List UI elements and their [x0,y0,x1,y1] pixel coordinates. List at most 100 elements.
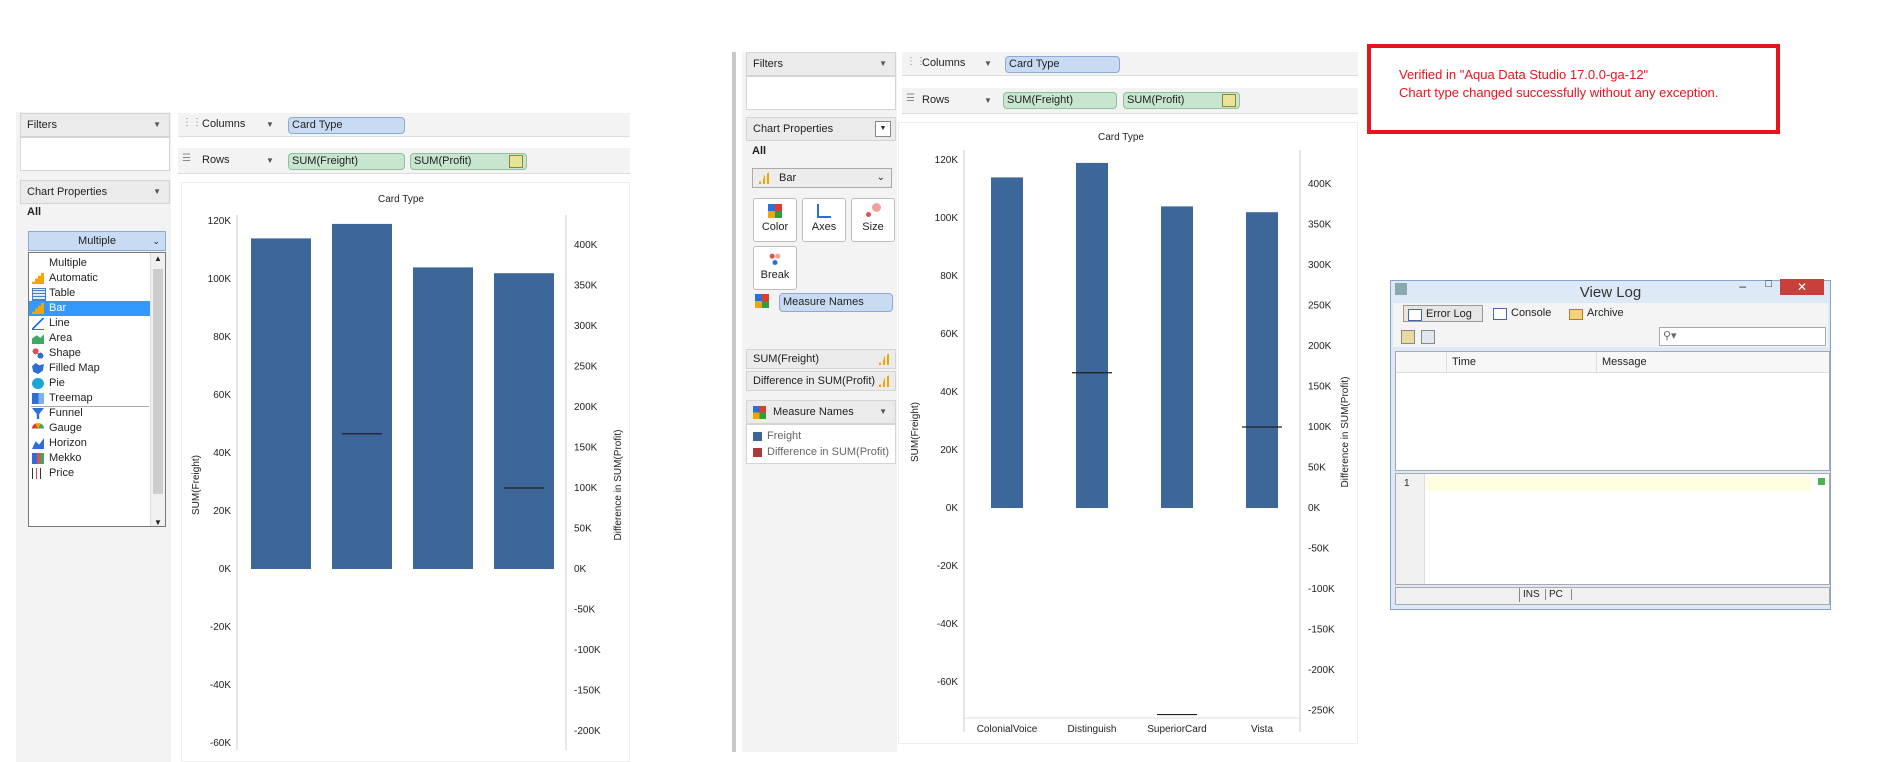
dropdown-item-label: Mekko [49,452,82,464]
dropdown-item-label: Shape [49,347,81,359]
y2-tick-label: -150K [1308,625,1335,636]
right-columns-pill[interactable]: Card Type [1005,56,1120,73]
section-difference-profit[interactable]: Difference in SUM(Profit) [746,371,896,391]
y2-tick-label: -100K [1308,584,1335,595]
col-blank[interactable] [1396,352,1447,372]
chevron-down-icon[interactable]: ▼ [153,187,161,196]
section-sum-freight-label: SUM(Freight) [753,353,820,365]
right-all-label[interactable]: All [752,145,767,157]
dropdown-item-price[interactable]: Price [29,466,151,481]
dropdown-item-pie[interactable]: Pie [29,376,151,391]
log-detail-editor[interactable]: 1 [1395,473,1830,585]
dropdown-item-area[interactable]: Area [29,331,151,346]
dropdown-item-gauge[interactable]: Gauge [29,421,151,436]
y-tick-label: -20K [210,622,231,633]
section-sum-freight[interactable]: SUM(Freight) [746,349,896,369]
right-chart-properties-header[interactable]: Chart Properties ▼ [746,117,896,141]
tab-console[interactable]: Console [1489,305,1551,322]
dropdown-toggle-icon[interactable]: ▼ [875,121,891,137]
col-time[interactable]: Time [1452,356,1477,368]
left-rows-pill-profit[interactable]: SUM(Profit) [410,153,527,170]
dropdown-item-treemap[interactable]: Treemap [29,391,151,406]
chevron-down-icon[interactable]: ▼ [266,156,274,165]
view-log-titlebar[interactable]: View Log – □ ✕ [1391,278,1830,303]
chevron-down-icon[interactable]: ▼ [266,120,274,129]
right-filters-header[interactable]: Filters ▼ [746,52,896,76]
right-bar-chart: 120K 100K 80K 60K 40K 20K 0K -20K -40K -60K 400K 35… [910,150,1351,735]
y2-tick-label: 350K [574,281,598,292]
log-table-header: Time Message [1396,352,1829,373]
right-mark-type-select[interactable]: Bar ⌄ [752,168,892,188]
y2-tick-label: 0K [574,564,587,575]
legend-header[interactable]: Measure Names ▼ [746,400,896,424]
mekko-icon [32,453,44,464]
left-mark-type-select[interactable]: Multiple ⌄ [28,231,166,251]
chevron-down-icon[interactable]: ▼ [153,120,161,129]
edit-icon[interactable] [509,155,523,168]
right-rows-pill-freight[interactable]: SUM(Freight) [1003,92,1117,109]
color-icon [768,204,782,218]
chevron-down-icon[interactable]: ▼ [984,96,992,105]
left-columns-pill[interactable]: Card Type [288,117,405,134]
shape-icon [32,348,44,359]
left-mark-type-list[interactable]: Multiple Automatic Table Bar Line Area Shape Fi… [28,252,166,527]
tab-error-log[interactable]: Error Log [1403,305,1483,322]
maximize-icon[interactable]: □ [1765,278,1772,290]
axes-button[interactable]: Axes [802,198,846,242]
dropdown-item-automatic[interactable]: Automatic [29,271,151,286]
left-chart-properties-header[interactable]: Chart Properties ▼ [20,180,170,204]
legend-swatch [753,432,762,441]
left-all-label[interactable]: All [27,206,42,218]
log-search-input[interactable]: ⚲▾ [1659,327,1826,346]
status-ins: INS [1523,589,1546,600]
dropdown-item-mekko[interactable]: Mekko [29,451,151,466]
category-label: SuperiorCard [1147,724,1206,735]
chevron-down-icon[interactable]: ▼ [879,59,887,68]
chevron-down-icon: ⌄ [152,236,160,246]
dropdown-item-shape[interactable]: Shape [29,346,151,361]
dropdown-item-table[interactable]: Table [29,286,151,301]
col-message[interactable]: Message [1602,356,1647,368]
bar-icon [879,375,891,387]
scroll-up-icon[interactable]: ▲ [154,254,162,263]
dropdown-item-multiple[interactable]: Multiple [29,256,151,271]
scroll-thumb[interactable] [153,269,163,494]
verification-note: Verified in "Aqua Data Studio 17.0.0-ga-… [1367,44,1780,134]
break-button[interactable]: Break [753,246,797,290]
scroll-down-icon[interactable]: ▼ [154,518,162,527]
left-rows-pill-freight[interactable]: SUM(Freight) [288,153,405,170]
dropdown-item-bar[interactable]: Bar [29,301,151,316]
view-log-tabbar: Error Log Console Archive [1393,303,1828,325]
dropdown-item-funnel[interactable]: Funnel [29,406,151,421]
color-button[interactable]: Color [753,198,797,242]
chevron-down-icon[interactable]: ▼ [879,407,887,416]
dropdown-item-line[interactable]: Line [29,316,151,331]
chevron-down-icon[interactable]: ▼ [984,59,992,68]
copy-icon[interactable] [1421,330,1435,344]
right-rows-pill-profit[interactable]: SUM(Profit) [1123,92,1240,109]
y2-tick-label: 300K [1308,260,1332,271]
folder-icon [1569,309,1583,320]
tab-archive[interactable]: Archive [1565,305,1624,322]
bar-freight [1161,206,1193,508]
dropdown-item-filled-map[interactable]: Filled Map [29,361,151,376]
measure-names-pill[interactable]: Measure Names [779,293,893,312]
close-icon[interactable]: ✕ [1780,279,1824,295]
dropdown-scrollbar[interactable]: ▲ ▼ [150,253,165,527]
edit-icon[interactable] [1401,330,1415,344]
dropdown-item-horizon[interactable]: Horizon [29,436,151,451]
dropdown-item-label: Gauge [49,422,83,434]
legend-swatch [753,448,762,457]
left-filters-area[interactable] [20,137,170,171]
edit-icon[interactable] [1222,94,1236,107]
size-button[interactable]: Size [851,198,895,242]
table-icon [32,288,46,301]
right-filters-area[interactable] [746,76,896,110]
y2-tick-label: 150K [574,443,598,454]
note-line-1: Verified in "Aqua Data Studio 17.0.0-ga-… [1399,67,1649,82]
left-filters-header[interactable]: Filters ▼ [20,113,170,137]
tab-archive-label: Archive [1587,307,1624,319]
dropdown-item-label: Horizon [49,437,87,449]
y2-tick-label: -100K [574,645,601,656]
minimize-icon[interactable]: – [1739,279,1746,293]
